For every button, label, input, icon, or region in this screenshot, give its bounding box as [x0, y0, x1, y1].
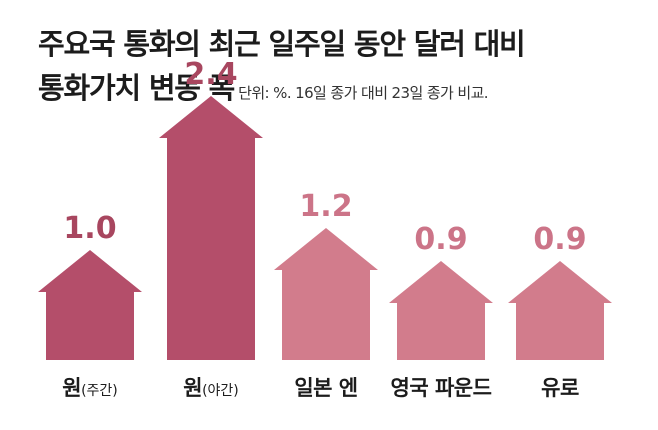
- bar-2: [159, 96, 263, 360]
- category-main-1: 원: [62, 376, 81, 400]
- value-label-1: 1.0: [63, 211, 116, 246]
- title-line-2-text: 통화가치 변동 폭: [38, 71, 235, 105]
- unit-subtitle: 단위: %. 16일 종가 대비 23일 종가 비교.: [238, 84, 488, 102]
- bars-group: [38, 96, 612, 360]
- bar-1: [38, 250, 142, 360]
- category-main-2: 원: [183, 376, 202, 400]
- category-labels-group: 원(주간) 원(야간) 일본 엔 영국 파운드 유로: [62, 376, 579, 400]
- category-main-3: 일본 엔: [294, 376, 357, 400]
- category-label-3: 일본 엔: [294, 376, 357, 400]
- category-label-1: 원(주간): [62, 376, 118, 400]
- value-label-4: 0.9: [414, 222, 467, 257]
- category-label-2: 원(야간): [183, 376, 239, 400]
- category-main-5: 유로: [541, 376, 579, 400]
- category-label-5: 유로: [541, 376, 579, 400]
- chart-title: 주요국 통화의 최근 일주일 동안 달러 대비 통화가치 변동 폭 단위: %. …: [38, 22, 526, 115]
- title-line-2: 통화가치 변동 폭 단위: %. 16일 종가 대비 23일 종가 비교.: [38, 66, 525, 115]
- category-main-4: 영국 파운드: [391, 376, 492, 400]
- bar-5: [508, 261, 612, 360]
- value-label-3: 1.2: [299, 189, 352, 224]
- bar-3: [274, 228, 378, 360]
- title-line-1: 주요국 통화의 최근 일주일 동안 달러 대비: [38, 27, 526, 61]
- category-sub-1: (주간): [81, 383, 118, 399]
- bar-4: [389, 261, 493, 360]
- value-labels-group: 1.0 2.4 1.2 0.9 0.9: [63, 57, 586, 257]
- value-label-2: 2.4: [184, 57, 237, 92]
- category-label-4: 영국 파운드: [391, 376, 492, 400]
- category-sub-2: (야간): [202, 383, 239, 399]
- value-label-5: 0.9: [533, 222, 586, 257]
